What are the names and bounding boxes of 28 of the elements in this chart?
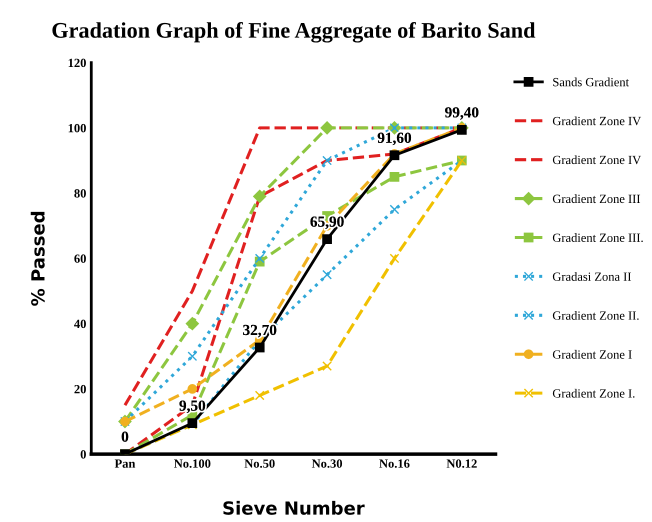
x-tick-label: No.16 [379, 459, 410, 468]
x-axis-title: Sieve Number [223, 500, 365, 515]
x-tick-label: Pan [114, 459, 136, 468]
y-tick-label: 0 [80, 450, 86, 459]
chart-title: Gradation Graph of Fine Aggregate of Barito Sand [52, 22, 536, 43]
x-tick-label: N0.12 [446, 459, 477, 468]
y-tick-label: 100 [68, 124, 86, 132]
legend-label: Gradient Zone IV [552, 116, 642, 126]
data-label: 91,60 [378, 132, 412, 146]
legend-label: Gradient Zone III [552, 194, 640, 204]
x-tick-label: No.30 [312, 459, 342, 468]
y-tick-label: 80 [74, 189, 86, 198]
legend-label: Gradient Zone I [552, 350, 632, 359]
legend-label: Gradient Zone II. [552, 311, 639, 320]
y-tick-label: 120 [68, 58, 86, 68]
legend-label: Gradasi Zona II [552, 272, 632, 281]
y-tick-label: 60 [74, 254, 86, 263]
x-tick-label: No.100 [174, 459, 210, 468]
y-tick-label: 40 [74, 320, 86, 328]
data-label: 0 [122, 431, 128, 442]
legend-label: Gradient Zone IV [552, 155, 642, 164]
data-label: 99,40 [445, 107, 478, 120]
legend-label: Sands Gradient [553, 78, 630, 86]
y-axis-title: % Passed [30, 212, 45, 306]
y-tick-label: 20 [74, 384, 86, 394]
legend-label: Gradient Zone I. [552, 388, 634, 398]
x-tick-label: No.50 [244, 459, 275, 468]
legend-label: Gradient Zone III. [552, 233, 643, 242]
